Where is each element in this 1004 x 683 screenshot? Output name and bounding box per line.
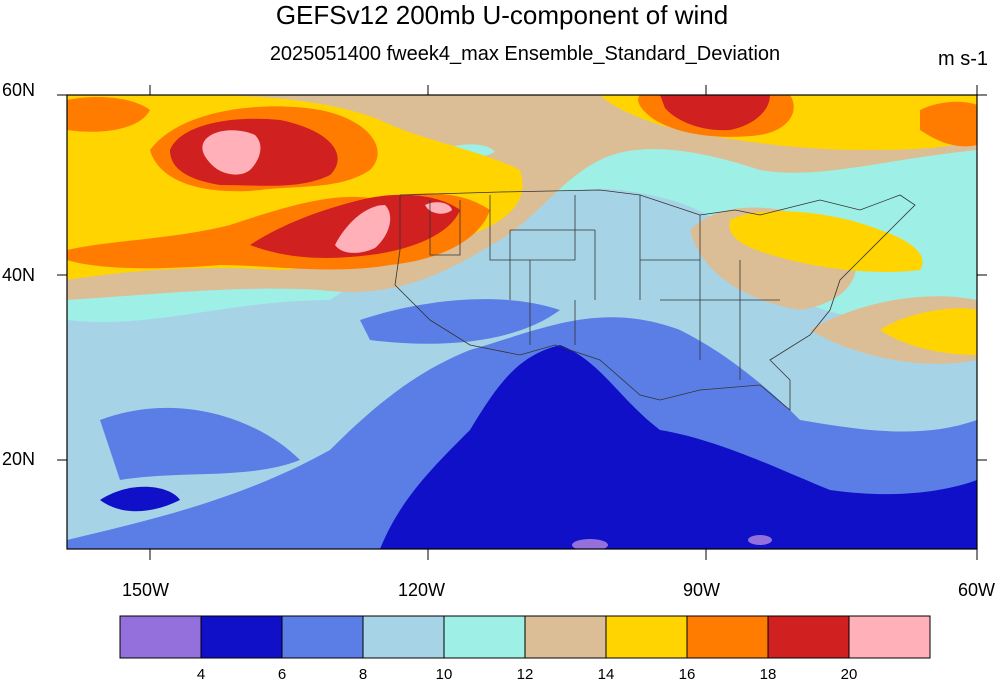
lat-label-40n: 40N — [2, 265, 36, 285]
plot-title: GEFSv12 200mb U-component of wind — [275, 0, 729, 30]
colorbar-swatch — [605, 615, 688, 659]
colorbar-tick-label: 6 — [277, 666, 287, 683]
lon-label-150w: 150W — [122, 580, 170, 600]
lon-label-120w: 120W — [398, 580, 446, 600]
field-above-20-region — [202, 130, 261, 175]
field-shading — [67, 95, 977, 549]
field-4-6-region — [440, 411, 840, 549]
colorbar-swatch — [200, 615, 283, 659]
colorbar-tick-label: 4 — [196, 666, 206, 683]
lat-label-60n: 60N — [2, 80, 36, 100]
units-label: m s-1 — [938, 48, 988, 70]
colorbar-tick-label: 20 — [840, 666, 858, 683]
colorbar-tick-label: 18 — [759, 666, 777, 683]
colorbar-swatch — [524, 615, 607, 659]
colorbar-swatch — [767, 615, 850, 659]
colorbar-tick-label: 16 — [678, 666, 696, 683]
field-below-4-spot — [572, 539, 608, 549]
map-frame — [66, 94, 978, 550]
lon-label-60w: 60W — [958, 580, 996, 600]
colorbar-swatch — [443, 615, 526, 659]
plot-subtitle: 2025051400 fweek4_max Ensemble_Standard_… — [269, 43, 781, 65]
lat-label-20n: 20N — [2, 449, 36, 469]
lon-label-90w: 90W — [683, 580, 721, 600]
colorbar — [119, 615, 931, 659]
axis-ticks — [57, 85, 987, 560]
colorbar-swatch — [281, 615, 364, 659]
colorbar-tick-label: 12 — [516, 666, 534, 683]
colorbar-swatch — [686, 615, 769, 659]
colorbar-swatch — [119, 615, 202, 659]
colorbar-tick-label: 14 — [597, 666, 615, 683]
colorbar-tick-label: 8 — [358, 666, 368, 683]
colorbar-tick-label: 10 — [435, 666, 453, 683]
colorbar-swatch — [362, 615, 445, 659]
state-boundaries — [394, 189, 916, 411]
colorbar-swatch — [848, 615, 931, 659]
